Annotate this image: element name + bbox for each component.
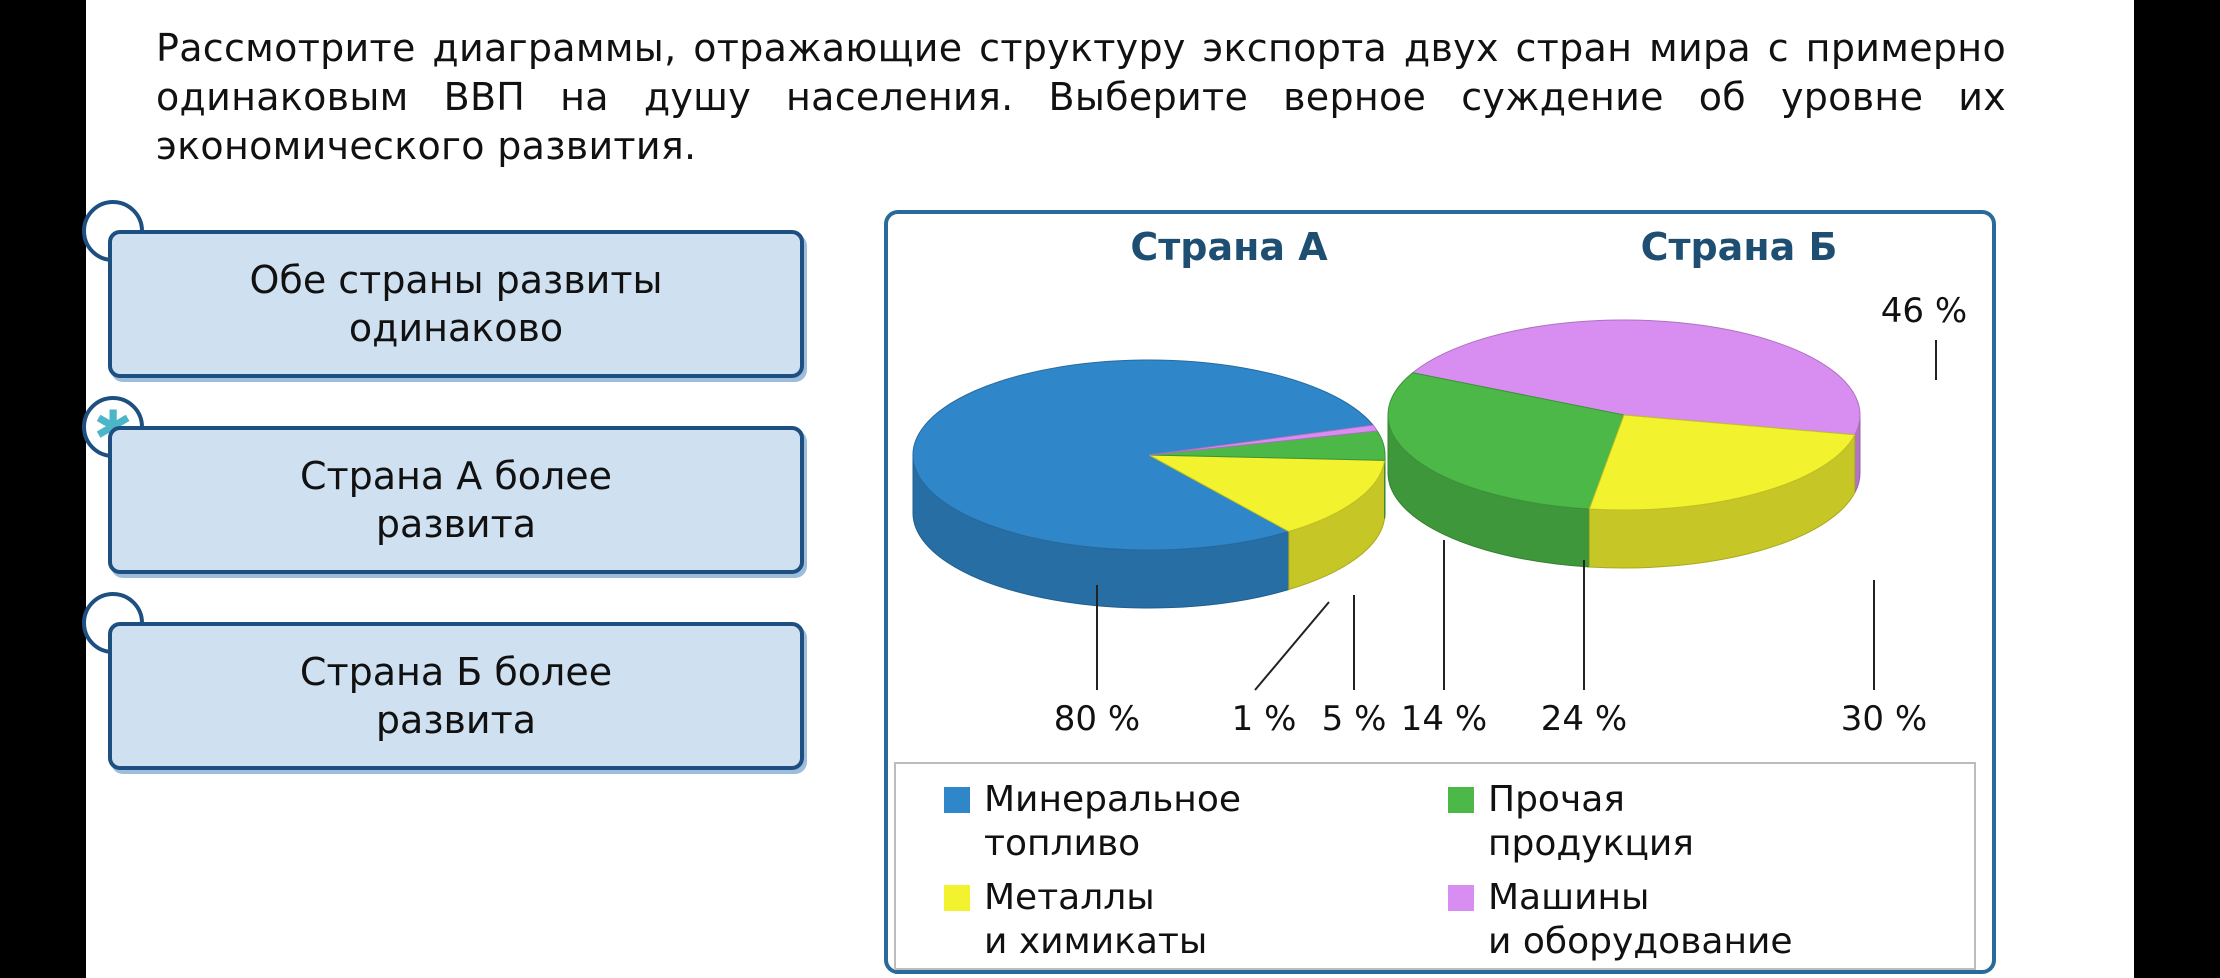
legend-swatch-mineral-fuel xyxy=(944,787,970,813)
legend-item-machinery: Машины и оборудование xyxy=(1448,876,1818,964)
legend-item-other-products: Прочая продукция xyxy=(1448,778,1818,866)
pie-charts: Страна А Страна Б 80 % 1 % 5 % 14 % 24 % 30 % 46… xyxy=(912,225,1967,739)
question-text: Рассмотрите диаграммы, отражающие структ… xyxy=(156,26,2006,168)
data-label-a-machinery: 1 % xyxy=(1232,699,1297,739)
legend-swatch-metals-chemicals xyxy=(944,885,970,911)
legend-label-machinery-1: Машины xyxy=(1488,877,1650,918)
pie-slice-металлы-и-химикаты xyxy=(1148,454,1386,533)
data-label-b-metals-chemicals: 24 % xyxy=(1541,699,1627,739)
legend-swatch-other-products xyxy=(1448,787,1474,813)
option-1-label: Обе страны развиты одинаково xyxy=(249,258,663,350)
chart-title-country-b: Страна Б xyxy=(1641,225,1838,269)
option-2-label: Страна А более развита xyxy=(299,454,613,546)
pie-slice-машины-и-оборудование xyxy=(1148,424,1379,456)
pie-slice-прочая-продукция xyxy=(1387,372,1625,510)
legend-label-metals-chemicals-2: и химикаты xyxy=(984,921,1208,962)
legend-label-mineral-fuel-1: Минеральное xyxy=(984,779,1241,820)
data-label-b-other-products: 30 % xyxy=(1841,699,1927,739)
pie-country-b xyxy=(1387,319,1861,569)
option-2-button[interactable]: Страна А более развита xyxy=(108,426,804,574)
legend-label-other-products-2: продукция xyxy=(1488,823,1694,864)
data-label-b-machinery: 46 % xyxy=(1881,291,1967,331)
legend-label-machinery-2: и оборудование xyxy=(1488,921,1793,962)
chart-title-country-a: Страна А xyxy=(1130,225,1328,269)
legend-label-mineral-fuel-2: топливо xyxy=(984,823,1141,864)
pie-slice-металлы-и-химикаты xyxy=(1588,414,1856,511)
chart-legend: Минеральное топливо Прочая продукция Метал… xyxy=(894,762,1976,970)
pie-slice-минеральное-топливо xyxy=(912,359,1374,551)
data-label-a-other-products: 5 % xyxy=(1322,699,1387,739)
option-1-button[interactable]: Обе страны развиты одинаково xyxy=(108,230,804,378)
data-label-a-mineral-fuel: 80 % xyxy=(1054,699,1140,739)
legend-swatch-machinery xyxy=(1448,885,1474,911)
legend-label-metals-chemicals-1: Металлы xyxy=(984,877,1155,918)
pie-country-a xyxy=(912,359,1386,609)
pie-slice-машины-и-оборудование xyxy=(1411,319,1861,436)
legend-label-other-products-1: Прочая xyxy=(1488,779,1625,820)
data-label-a-metals-chemicals: 14 % xyxy=(1401,699,1487,739)
legend-item-metals-chemicals: Металлы и химикаты xyxy=(944,876,1314,964)
legend-item-mineral-fuel: Минеральное топливо xyxy=(944,778,1314,866)
leader-a-machinery xyxy=(1254,601,1330,691)
option-3-label: Страна Б более развита xyxy=(299,650,613,742)
option-3-button[interactable]: Страна Б более развита xyxy=(108,622,804,770)
